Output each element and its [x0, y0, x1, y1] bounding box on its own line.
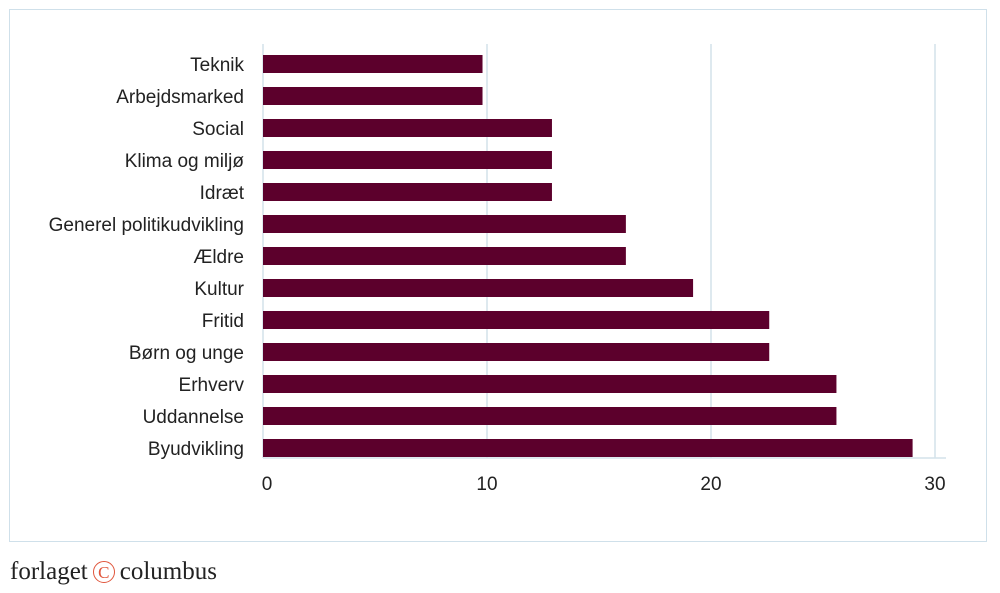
logo-text-right: columbus: [119, 558, 217, 585]
category-label: Idræt: [200, 183, 245, 204]
bar: [263, 87, 483, 105]
bar: [263, 343, 770, 361]
category-label: Børn og unge: [129, 343, 244, 364]
bar: [263, 279, 694, 297]
bar: [263, 247, 626, 265]
logo-text-left: forlaget: [10, 558, 88, 585]
chart-frame: [9, 9, 987, 542]
bar: [263, 375, 837, 393]
bar: [263, 407, 837, 425]
bar: [263, 55, 483, 73]
publisher-logo: forlaget C columbus: [10, 558, 217, 586]
x-tick-label: 20: [700, 474, 721, 495]
x-tick-label: 0: [262, 474, 273, 495]
bar: [263, 151, 552, 169]
bar: [263, 119, 552, 137]
logo-copyright-mark: C: [92, 561, 115, 583]
x-tick-label: 30: [924, 474, 945, 495]
category-label: Generel politikudvikling: [49, 215, 244, 236]
bar: [263, 311, 770, 329]
category-label: Klima og miljø: [125, 151, 245, 172]
category-label: Fritid: [202, 311, 244, 332]
bar: [263, 439, 913, 457]
category-label: Arbejdsmarked: [116, 87, 244, 108]
category-label: Kultur: [194, 279, 244, 300]
category-label: Teknik: [190, 55, 244, 76]
category-label: Ældre: [193, 247, 244, 268]
category-label: Social: [192, 119, 244, 140]
x-tick-label: 10: [476, 474, 497, 495]
category-label: Byudvikling: [148, 439, 244, 460]
bar: [263, 215, 626, 233]
category-label: Erhverv: [179, 375, 245, 396]
category-label: Uddannelse: [143, 407, 244, 428]
bar: [263, 183, 552, 201]
